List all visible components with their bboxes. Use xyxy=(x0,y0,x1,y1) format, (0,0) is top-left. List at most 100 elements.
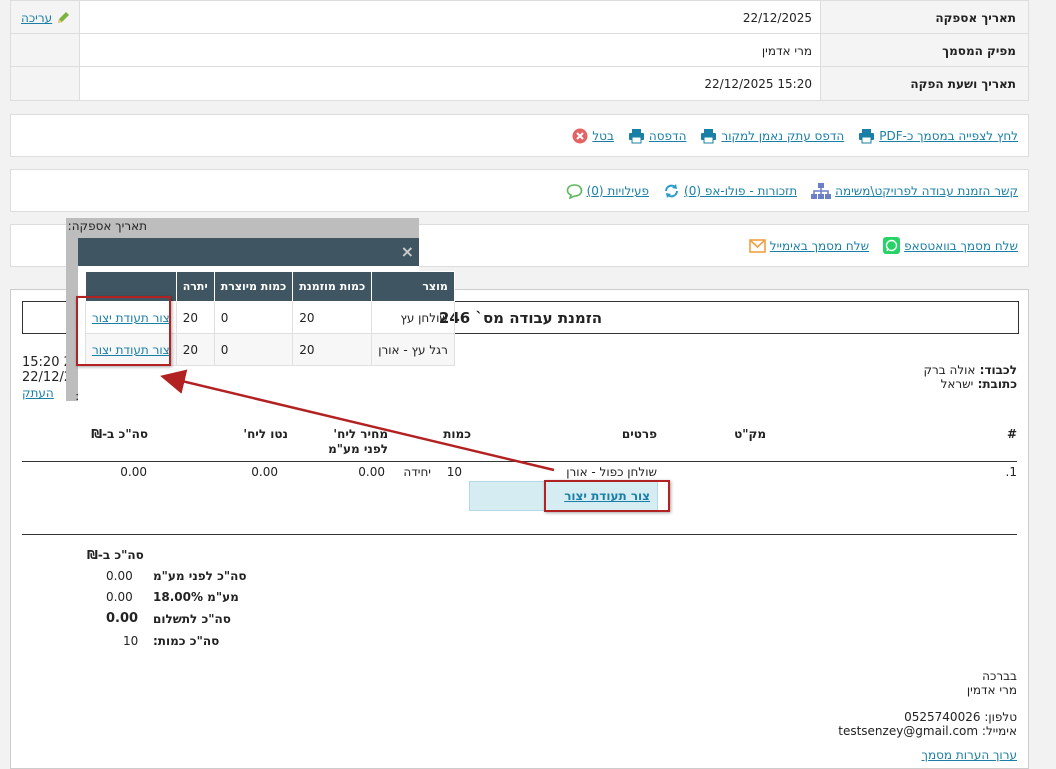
popup-header: × xyxy=(78,238,419,266)
activities-label: פעילויות (0) xyxy=(586,183,650,198)
recipient-label: לכבוד: xyxy=(979,363,1017,377)
whatsapp-icon xyxy=(883,237,901,254)
col-price: מחיר ליח' לפני מע"מ xyxy=(328,427,388,456)
qty-total-value: 10 xyxy=(123,634,139,648)
vat-value: 0.00 xyxy=(106,590,133,604)
qty-total-label: סה"כ כמות: xyxy=(153,634,220,648)
edit-label: עריכה xyxy=(21,11,53,25)
row-action: צור תעודת יצור xyxy=(85,301,177,334)
summary-divider xyxy=(22,534,1017,535)
production-popup-backdrop: תאריך אספקה: סה"כ ב- × מוצר כמות מוזמנת … xyxy=(66,218,455,403)
link-project-link[interactable]: קשר הזמנת עבודה לפרויקט\משימה xyxy=(811,182,1018,199)
highlight-box-line xyxy=(544,480,670,512)
empty-cell xyxy=(11,67,80,100)
summary-heading: סה"כ ב-₪ xyxy=(87,548,167,562)
greeting: בברכה xyxy=(982,669,1017,683)
print-copy-label: הדפס עתק נאמן למקור xyxy=(721,128,845,143)
row-action: צור תעודת יצור xyxy=(85,333,177,366)
info-label: תאריך ושעת הפקה xyxy=(820,67,1028,100)
create-production-link[interactable]: צור תעודת יצור xyxy=(92,342,170,357)
print-label: הדפסה xyxy=(648,128,687,143)
cancel-label: בטל xyxy=(592,128,614,143)
info-label: מפיק המסמך xyxy=(820,34,1028,66)
address-value: ישראל xyxy=(940,377,974,391)
col-num: # xyxy=(1006,427,1017,441)
reminders-link[interactable]: תזכורות - פולו-אפ (0) xyxy=(663,183,797,199)
edit-cell: עריכה xyxy=(11,1,80,33)
phone-value: 0525740026 xyxy=(904,710,981,724)
phone-label: טלפון: xyxy=(984,710,1017,724)
col-details: פרטים xyxy=(621,427,657,441)
create-production-link[interactable]: צור תעודת יצור xyxy=(564,489,650,503)
doc-time: 15:20 2 xyxy=(22,355,72,370)
info-value: 15:20 22/12/2025 xyxy=(704,77,812,91)
row-produced: 0 xyxy=(213,301,294,334)
send-whatsapp-link[interactable]: שלח מסמך בוואטסאפ xyxy=(883,237,1018,254)
row-remaining: 20 xyxy=(175,301,215,334)
activity-bar: פעילויות (0) תזכורות - פולו-אפ (0) קשר ה… xyxy=(10,169,1029,212)
document-info-table: תאריך אספקה 22/12/2025 עריכה מפיק המסמך … xyxy=(10,0,1029,101)
before-vat-value: 0.00 xyxy=(106,569,133,583)
table-row: רגל עץ - אורן 20 0 20 צור תעודת יצור xyxy=(85,333,455,366)
send-email-link[interactable]: שלח מסמך באימייל xyxy=(748,238,870,253)
col-sku: מק"ט xyxy=(734,427,766,441)
before-vat-label: סה"כ לפני מע"מ xyxy=(153,569,247,583)
pdf-view-label: לחץ לצפייה במסמך כ-PDF xyxy=(879,128,1018,143)
actions-bar: בטל הדפסה הדפס עתק נאמן למקור לחץ לצפייה… xyxy=(10,114,1029,157)
sitemap-icon xyxy=(811,182,832,199)
cancel-icon xyxy=(572,128,588,143)
chat-bubble-icon xyxy=(566,183,582,199)
col-total: סה"כ ב-₪ xyxy=(91,427,148,441)
activities-link[interactable]: פעילויות (0) xyxy=(566,183,649,199)
to-pay-value: 0.00 xyxy=(106,611,139,626)
info-row-delivery-date: תאריך אספקה 22/12/2025 עריכה xyxy=(11,1,1028,34)
printer-icon xyxy=(701,128,717,143)
col-net: נטו ליח' xyxy=(243,427,288,441)
row-product: רגל עץ - אורן xyxy=(371,333,455,366)
row-produced: 0 xyxy=(213,333,294,366)
line-details: שולחן כפול - אורן xyxy=(566,465,657,479)
line-unit: יחידה xyxy=(403,465,431,479)
address: כתובת: ישראל xyxy=(941,377,1017,391)
create-production-link[interactable]: צור תעודת יצור xyxy=(92,310,170,325)
highlight-box-popup xyxy=(76,296,171,366)
line-net: 0.00 xyxy=(251,465,278,479)
line-num: 1. xyxy=(1005,465,1017,479)
email-line: אימייל: testsenzey@gmail.com xyxy=(838,724,1017,738)
col-produced: כמות מיוצרת xyxy=(213,271,294,302)
signer-name: מרי אדמין xyxy=(966,683,1017,697)
cancel-button[interactable]: בטל xyxy=(572,128,614,144)
production-table-header: מוצר כמות מוזמנת כמות מיוצרת יתרה xyxy=(85,271,455,302)
info-value: 22/12/2025 xyxy=(742,11,812,25)
edit-notes-link[interactable]: ערוך הערות מסמך xyxy=(921,748,1017,762)
refresh-icon xyxy=(665,183,679,198)
send-email-label: שלח מסמך באימייל xyxy=(769,238,870,253)
pencil-icon xyxy=(58,12,70,23)
line-price: 0.00 xyxy=(358,465,385,479)
print-copy-button[interactable]: הדפס עתק נאמן למקור xyxy=(700,128,844,144)
info-label: תאריך אספקה xyxy=(820,1,1028,33)
edit-link[interactable]: עריכה xyxy=(21,10,71,26)
doc-date: 22/12/2 xyxy=(22,370,73,385)
info-row-producer: מפיק המסמך מרי אדמין xyxy=(11,34,1028,67)
row-remaining: 20 xyxy=(175,333,215,366)
col-ordered: כמות מוזמנת xyxy=(292,271,373,302)
row-product: שולחן עץ xyxy=(371,301,455,334)
row-ordered: 20 xyxy=(292,333,373,366)
close-icon[interactable]: × xyxy=(400,242,414,261)
envelope-icon xyxy=(748,238,766,253)
reminders-label: תזכורות - פולו-אפ (0) xyxy=(684,183,798,198)
phone-line: טלפון: 0525740026 xyxy=(904,710,1017,724)
recipient: לכבוד: אולה ברק xyxy=(923,363,1017,377)
address-label: כתובת: xyxy=(977,377,1017,391)
production-cell: צור תעודת יצור xyxy=(469,481,658,511)
print-button[interactable]: הדפסה xyxy=(628,128,687,144)
recipient-value: אולה ברק xyxy=(923,363,976,377)
pdf-view-button[interactable]: לחץ לצפייה במסמך כ-PDF xyxy=(858,128,1018,144)
summary-heading-text: סה"כ ב-₪ xyxy=(87,548,144,562)
col-remaining: יתרה xyxy=(175,271,215,302)
production-table: מוצר כמות מוזמנת כמות מיוצרת יתרה שולחן … xyxy=(85,271,455,366)
email-label: אימייל: xyxy=(981,724,1017,738)
info-row-created: תאריך ושעת הפקה 15:20 22/12/2025 xyxy=(11,67,1028,100)
